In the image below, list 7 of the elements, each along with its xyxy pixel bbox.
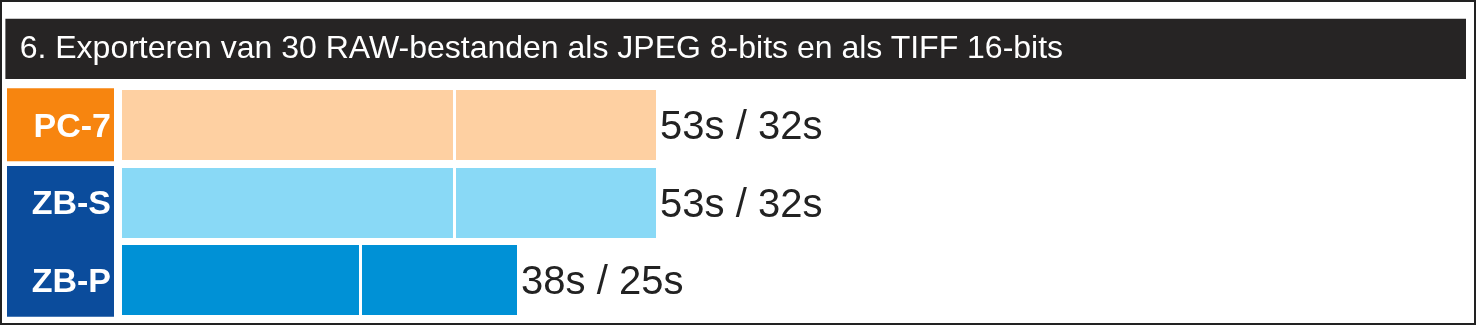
y-tick-label: ZB-P	[31, 261, 111, 300]
data-label: 38s / 25s	[521, 258, 684, 303]
y-tick-label: PC-7	[33, 105, 111, 144]
y-tick-label: ZB-S	[31, 183, 111, 222]
chart-title: 6. Exporteren van 30 RAW-bestanden als JPEG 8-bits en als TIFF 16-bits	[19, 29, 1064, 66]
data-label: 53s / 32s	[660, 180, 823, 225]
data-label: 53s / 32s	[660, 102, 823, 147]
